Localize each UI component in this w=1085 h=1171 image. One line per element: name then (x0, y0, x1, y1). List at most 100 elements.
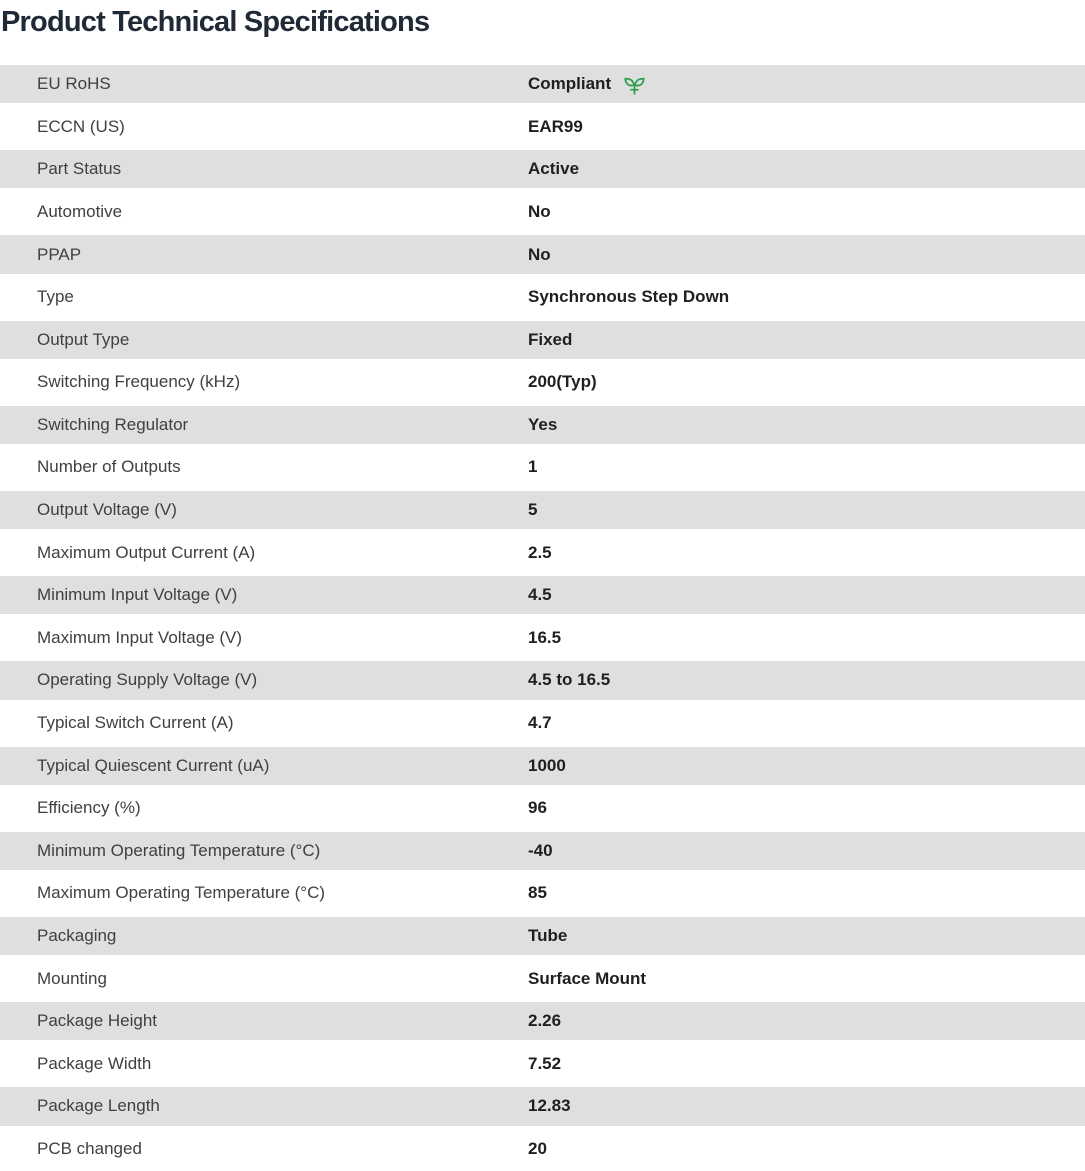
spec-value-cell: 20 (528, 1139, 547, 1159)
spec-row: PPAP No (0, 235, 1085, 274)
spec-value-cell: Fixed (528, 330, 572, 350)
spec-label: Efficiency (%) (37, 798, 141, 818)
spec-value: Compliant (528, 74, 612, 94)
spec-value: 96 (528, 798, 547, 818)
spec-label: Operating Supply Voltage (V) (37, 670, 258, 690)
spec-label: Package Length (37, 1096, 160, 1116)
spec-row: Number of Outputs 1 (0, 448, 1085, 487)
spec-value-cell: 1000 (528, 756, 566, 776)
spec-value: 2.26 (528, 1011, 562, 1031)
leaf-icon (622, 74, 647, 97)
page-title: Product Technical Specifications (1, 6, 430, 38)
spec-value: 16.5 (528, 627, 562, 647)
spec-label: Switching Frequency (kHz) (37, 372, 241, 392)
spec-label: Automotive (37, 201, 123, 221)
spec-row: Part Status Active (0, 150, 1085, 189)
spec-value-cell: 1 (528, 457, 537, 477)
spec-label: Minimum Input Voltage (V) (37, 585, 238, 605)
spec-label: Output Type (37, 329, 130, 349)
spec-row: Packaging Tube (0, 916, 1085, 956)
spec-value: Synchronous Step Down (528, 287, 730, 307)
spec-label: Minimum Operating Temperature (°C) (37, 840, 321, 860)
spec-value: EAR99 (528, 116, 583, 136)
spec-row: Automotive No (0, 192, 1085, 232)
spec-label: Package Width (37, 1053, 152, 1073)
spec-value: 4.7 (528, 713, 552, 733)
spec-row: Package Length 12.83 (0, 1087, 1085, 1126)
spec-value: 5 (528, 500, 538, 520)
spec-value: 85 (528, 883, 547, 903)
spec-row: Operating Supply Voltage (V) 4.5 to 16.5 (0, 661, 1085, 700)
spec-row: Package Height 2.26 (0, 1002, 1085, 1041)
spec-value-cell: 5 (528, 500, 537, 520)
spec-row: Maximum Input Voltage (V) 16.5 (0, 618, 1085, 658)
spec-value: Fixed (528, 329, 573, 349)
spec-table: EU RoHS Compliant ECCN (US) EAR99 Part S… (0, 65, 1085, 1169)
spec-value: Surface Mount (528, 968, 647, 988)
spec-value: 12.83 (528, 1096, 571, 1116)
spec-value: 200(Typ) (528, 372, 597, 392)
spec-value: 20 (528, 1138, 547, 1158)
spec-label: Number of Outputs (37, 457, 181, 477)
spec-value-cell: Yes (528, 415, 557, 435)
spec-label: Package Height (37, 1011, 158, 1031)
spec-value-cell: 12.83 (528, 1096, 571, 1116)
spec-value-cell: 4.5 to 16.5 (528, 670, 610, 690)
spec-row: Typical Quiescent Current (uA) 1000 (0, 746, 1085, 785)
spec-value: 4.5 to 16.5 (528, 670, 611, 690)
spec-value-cell: 7.52 (528, 1054, 561, 1074)
spec-value-cell: 96 (528, 798, 547, 818)
spec-label: Type (37, 287, 74, 307)
spec-label: Mounting (37, 968, 107, 988)
spec-value: Tube (528, 926, 568, 946)
spec-value: Yes (528, 414, 558, 434)
spec-label: Packaging (37, 926, 117, 946)
spec-value: Active (528, 159, 580, 179)
spec-value: No (528, 201, 551, 221)
spec-value-cell: 2.26 (528, 1011, 561, 1031)
spec-row: Output Voltage (V) 5 (0, 490, 1085, 530)
spec-row: PCB changed 20 (0, 1129, 1085, 1169)
spec-value: 4.5 (528, 585, 552, 605)
spec-row: Mounting Surface Mount (0, 959, 1085, 998)
spec-label: PPAP (37, 244, 82, 264)
spec-value: -40 (528, 840, 553, 860)
spec-label: Maximum Output Current (A) (37, 542, 256, 562)
spec-value-cell: Surface Mount (528, 969, 646, 989)
spec-value-cell: EAR99 (528, 117, 583, 137)
spec-label: Output Voltage (V) (37, 500, 177, 520)
spec-value-cell: 16.5 (528, 628, 561, 648)
spec-label: Part Status (37, 159, 122, 179)
spec-value: 1000 (528, 755, 566, 775)
spec-row: ECCN (US) EAR99 (0, 107, 1085, 146)
spec-row: Type Synchronous Step Down (0, 277, 1085, 317)
spec-value-cell: Active (528, 159, 579, 179)
spec-row: Typical Switch Current (A) 4.7 (0, 703, 1085, 743)
spec-row: Output Type Fixed (0, 320, 1085, 359)
spec-value-cell: 4.5 (528, 585, 552, 605)
spec-value-cell: No (528, 202, 551, 222)
spec-row: Switching Regulator Yes (0, 405, 1085, 445)
spec-label: Maximum Input Voltage (V) (37, 627, 243, 647)
spec-row: EU RoHS Compliant (0, 65, 1085, 104)
spec-value-cell: 200(Typ) (528, 372, 597, 392)
spec-value-cell: -40 (528, 841, 553, 861)
spec-value-cell: 85 (528, 883, 547, 903)
spec-value-cell: 2.5 (528, 543, 552, 563)
spec-row: Minimum Input Voltage (V) 4.5 (0, 576, 1085, 615)
spec-label: Maximum Operating Temperature (°C) (37, 883, 326, 903)
spec-value: 2.5 (528, 542, 552, 562)
spec-label: Typical Quiescent Current (uA) (37, 755, 270, 775)
spec-label: ECCN (US) (37, 116, 125, 136)
spec-value-cell: No (528, 245, 551, 265)
spec-value-cell: Synchronous Step Down (528, 287, 729, 307)
spec-label: Typical Switch Current (A) (37, 713, 234, 733)
spec-label: EU RoHS (37, 74, 111, 94)
spec-label: Switching Regulator (37, 414, 189, 434)
spec-value: 7.52 (528, 1053, 562, 1073)
spec-row: Efficiency (%) 96 (0, 789, 1085, 828)
spec-value-cell: Compliant (528, 72, 647, 97)
spec-row: Maximum Operating Temperature (°C) 85 (0, 874, 1085, 913)
spec-value: 1 (528, 457, 538, 477)
spec-value: No (528, 244, 551, 264)
